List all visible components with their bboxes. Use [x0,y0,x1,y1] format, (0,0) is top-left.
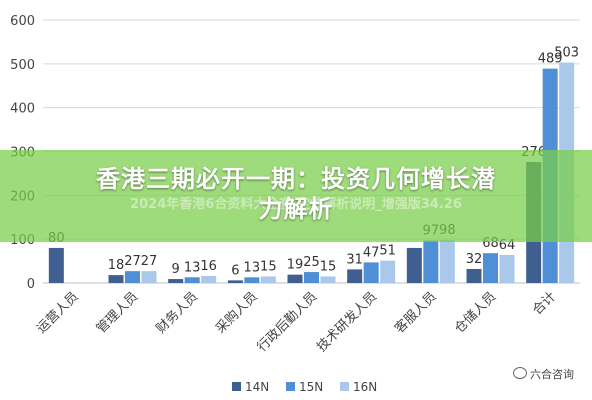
bar-15N [244,277,260,283]
bar-16N [499,254,515,283]
bar-14N [406,247,422,283]
y-tick-label: 0 [27,277,35,292]
data-label: 503 [554,46,579,61]
bar-15N [304,272,319,283]
bar-14N [168,279,184,283]
bar-16N [141,271,157,283]
x-tick-label: 客服人员 [392,289,440,337]
x-tick-label: 技术研发人员 [314,289,380,355]
data-label: 489 [538,52,563,67]
data-label: 25 [303,255,320,270]
legend-swatch [232,382,241,391]
y-tick-label: 500 [10,58,35,73]
bar-16N [260,276,276,283]
x-tick-label: 财务人员 [153,289,201,337]
bar-14N [108,275,124,283]
bar-15N [125,271,140,283]
x-tick-label: 仓储人员 [452,289,499,336]
bar-14N [347,269,363,283]
bar-15N [184,277,200,283]
data-label: 31 [346,252,363,267]
bar-16N [380,260,396,283]
x-tick-label: 运营人员 [34,289,81,336]
legend-swatch [340,382,349,391]
data-label: 16 [200,259,217,274]
x-tick-label: 合计 [530,289,559,318]
banner-subtitle: 2024年香港6合资料大全查,定性解析说明_增强版34.26 [130,197,462,212]
bar-14N [227,280,243,283]
bar-14N [466,268,482,283]
bar-16N [320,276,336,283]
bar-14N [287,274,303,283]
watermark-text: 六合咨询 [530,368,574,381]
x-tick-label: 采购人员 [213,289,261,337]
data-label: 13 [244,260,261,275]
data-label: 13 [184,260,201,275]
x-tick-label: 行政后勤人员 [255,289,321,355]
data-label: 19 [287,258,304,273]
data-label: 18 [108,258,125,273]
headline-banner [0,150,592,242]
banner-title-line-2: 力解析 [258,195,334,223]
data-label: 47 [363,245,380,260]
legend-label: 15N [299,380,323,394]
banner-title: 香港三期必开一期：投资几何增长潜 力解析 [0,164,592,224]
data-label: 15 [260,259,277,274]
legend-swatch [286,382,295,391]
data-label: 27 [141,254,158,269]
data-label: 32 [466,252,483,267]
bar-15N [423,240,439,283]
source-watermark: 六合咨询 [513,366,574,382]
bar-14N [48,247,64,283]
bar-16N [439,240,455,283]
data-label: 9 [172,262,180,277]
data-label: 27 [124,254,141,269]
y-tick-label: 600 [10,14,35,29]
bar-15N [363,262,379,283]
data-label: 6 [231,263,239,278]
wechat-icon [513,367,527,379]
bar-15N [483,253,498,283]
data-label: 15 [320,259,337,274]
bar-16N [201,275,217,283]
data-label: 51 [379,244,396,259]
legend-label: 16N [353,380,377,394]
legend-label: 14N [245,380,269,394]
banner-title-line-1: 香港三期必开一期：投资几何增长潜 [96,165,496,193]
y-tick-label: 400 [10,102,35,117]
x-tick-label: 管理人员 [94,289,141,336]
